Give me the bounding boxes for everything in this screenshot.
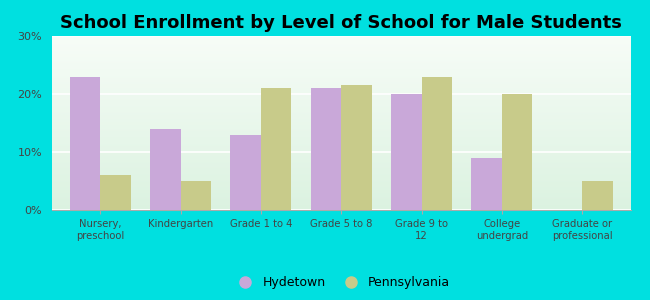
Bar: [150, 129, 181, 210]
Bar: [70, 76, 100, 210]
Bar: [311, 88, 341, 210]
Title: School Enrollment by Level of School for Male Students: School Enrollment by Level of School for…: [60, 14, 622, 32]
Bar: [100, 175, 131, 210]
Bar: [230, 135, 261, 210]
Bar: [502, 94, 532, 210]
Bar: [582, 181, 613, 210]
Legend: Hydetown, Pennsylvania: Hydetown, Pennsylvania: [227, 271, 455, 294]
Bar: [422, 76, 452, 210]
Bar: [181, 181, 211, 210]
Bar: [261, 88, 291, 210]
Bar: [391, 94, 422, 210]
Bar: [341, 85, 372, 210]
Bar: [471, 158, 502, 210]
